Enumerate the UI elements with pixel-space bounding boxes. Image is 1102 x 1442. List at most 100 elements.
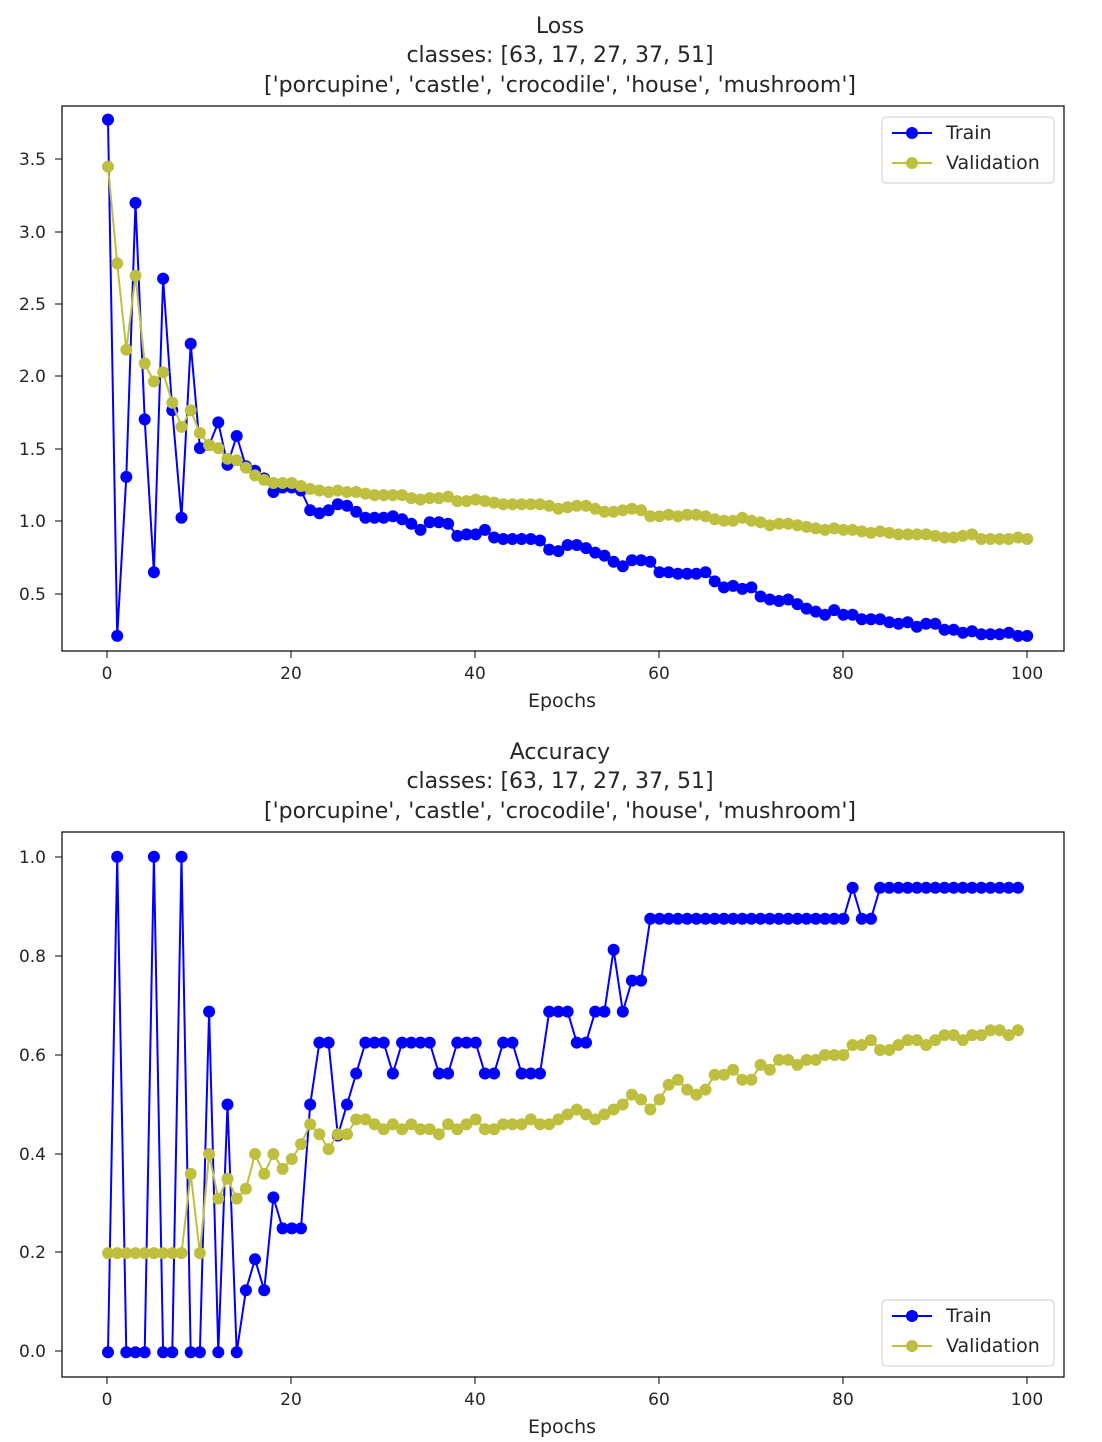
loss-train-point	[423, 516, 436, 529]
loss-validation-point	[589, 502, 602, 515]
loss-validation-point	[515, 498, 528, 511]
accuracy-train-point	[359, 1036, 372, 1049]
accuracy-train-point	[819, 912, 831, 925]
loss-validation-point	[276, 477, 289, 489]
loss-validation-point	[846, 523, 859, 536]
loss-train-point	[745, 581, 758, 594]
loss-train-point	[304, 504, 317, 517]
accuracy-train-point	[175, 850, 188, 863]
accuracy-train-point	[782, 912, 795, 925]
accuracy-train-point	[975, 881, 988, 894]
accuracy-ytick-label: 0.8	[19, 947, 46, 967]
loss-validation-point	[212, 442, 225, 455]
loss-train-point	[717, 581, 730, 594]
accuracy-train-point	[846, 881, 859, 894]
accuracy-validation-point	[984, 1024, 997, 1037]
accuracy-validation-point	[460, 1118, 473, 1131]
loss-validation-point	[910, 528, 923, 541]
loss-train-point	[828, 604, 841, 617]
loss-chart-subtitle-classes: ['porcupine', 'castle', 'crocodile', 'ho…	[264, 73, 856, 98]
loss-ytick-label: 1.0	[19, 512, 46, 532]
accuracy-validation-point	[625, 1088, 638, 1101]
loss-train-point	[727, 579, 740, 592]
loss-train-point	[699, 566, 712, 579]
accuracy-validation-point	[239, 1182, 252, 1195]
loss-validation-point	[552, 502, 565, 515]
loss-validation-point	[1012, 531, 1024, 544]
loss-validation-point	[405, 492, 418, 505]
accuracy-validation-point	[166, 1247, 179, 1260]
loss-train-point	[396, 513, 409, 526]
accuracy-train-point	[377, 1036, 390, 1049]
loss-train-point	[184, 337, 197, 350]
loss-train-point	[359, 511, 372, 524]
accuracy-validation-point	[809, 1053, 822, 1066]
loss-validation-point	[102, 160, 114, 173]
accuracy-validation-point	[763, 1063, 776, 1076]
accuracy-train-point	[515, 1067, 528, 1080]
loss-validation-point	[331, 484, 344, 497]
loss-train-point	[708, 575, 721, 588]
accuracy-validation-point	[616, 1098, 629, 1111]
loss-train-point	[561, 539, 574, 551]
loss-train-point	[580, 542, 592, 555]
loss-validation-point	[295, 480, 307, 492]
loss-train-point	[1012, 629, 1024, 642]
loss-train-point	[993, 628, 1006, 641]
loss-validation-point	[763, 519, 776, 532]
loss-validation-point	[543, 499, 556, 512]
accuracy-axes-frame	[61, 831, 1065, 1378]
accuracy-validation-point	[938, 1029, 951, 1042]
loss-train-point	[809, 605, 822, 618]
loss-validation-point	[359, 487, 372, 500]
accuracy-validation-point	[901, 1034, 914, 1047]
accuracy-train-point	[809, 912, 822, 925]
loss-train-point	[598, 549, 611, 562]
loss-train-point	[782, 593, 795, 606]
accuracy-train-point	[966, 881, 979, 894]
accuracy-validation-point	[341, 1128, 353, 1141]
loss-validation-point	[644, 510, 657, 523]
accuracy-validation-point	[717, 1068, 730, 1081]
accuracy-validation-point	[855, 1039, 868, 1051]
loss-validation-point	[736, 511, 749, 524]
accuracy-validation-point	[377, 1123, 390, 1136]
accuracy-train-point	[580, 1036, 592, 1049]
accuracy-x-axis-label: Epochs	[528, 1416, 596, 1438]
loss-train-point	[681, 567, 694, 580]
loss-train-point	[644, 555, 657, 568]
loss-validation-point	[598, 505, 611, 518]
loss-train-point	[800, 602, 813, 615]
accuracy-train-point	[368, 1036, 381, 1049]
loss-validation-point	[662, 508, 675, 521]
loss-train-point	[837, 608, 850, 621]
loss-validation-point	[984, 533, 997, 545]
accuracy-xtick-label: 60	[648, 1390, 670, 1410]
accuracy-train-point	[534, 1067, 546, 1080]
loss-validation-point	[221, 452, 234, 465]
accuracy-validation-point	[754, 1058, 767, 1071]
accuracy-train-point	[837, 912, 850, 925]
accuracy-train-point	[653, 912, 666, 925]
loss-validation-point	[341, 486, 353, 498]
accuracy-train-point	[754, 912, 767, 925]
loss-validation-point	[966, 528, 979, 541]
accuracy-train-point	[828, 912, 841, 925]
loss-x-ticks: 0 20 40 60 80 100	[102, 651, 1043, 684]
accuracy-train-point	[350, 1067, 363, 1080]
loss-validation-point	[166, 396, 179, 409]
accuracy-train-point	[396, 1036, 409, 1049]
accuracy-legend-train-marker	[906, 1310, 918, 1322]
loss-ytick-label: 1.5	[19, 440, 46, 460]
accuracy-train-point	[423, 1036, 436, 1049]
accuracy-train-point	[267, 1191, 280, 1204]
loss-validation-point	[239, 461, 252, 474]
accuracy-validation-point	[671, 1073, 684, 1086]
loss-train-point	[773, 595, 785, 607]
loss-train-point	[938, 623, 951, 636]
loss-validation-point	[809, 522, 822, 535]
loss-validation-point	[396, 489, 409, 502]
loss-train-point	[147, 566, 160, 579]
loss-train-point	[635, 554, 648, 567]
loss-validation-point	[773, 517, 785, 530]
